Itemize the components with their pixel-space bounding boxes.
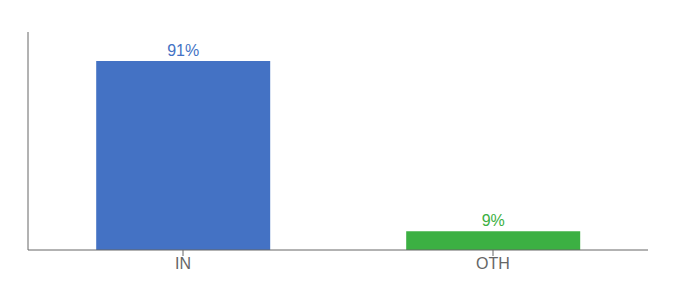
svg-text:9%: 9% bbox=[482, 212, 505, 229]
svg-text:91%: 91% bbox=[167, 42, 199, 59]
svg-text:OTH: OTH bbox=[476, 255, 510, 272]
svg-text:IN: IN bbox=[175, 255, 191, 272]
